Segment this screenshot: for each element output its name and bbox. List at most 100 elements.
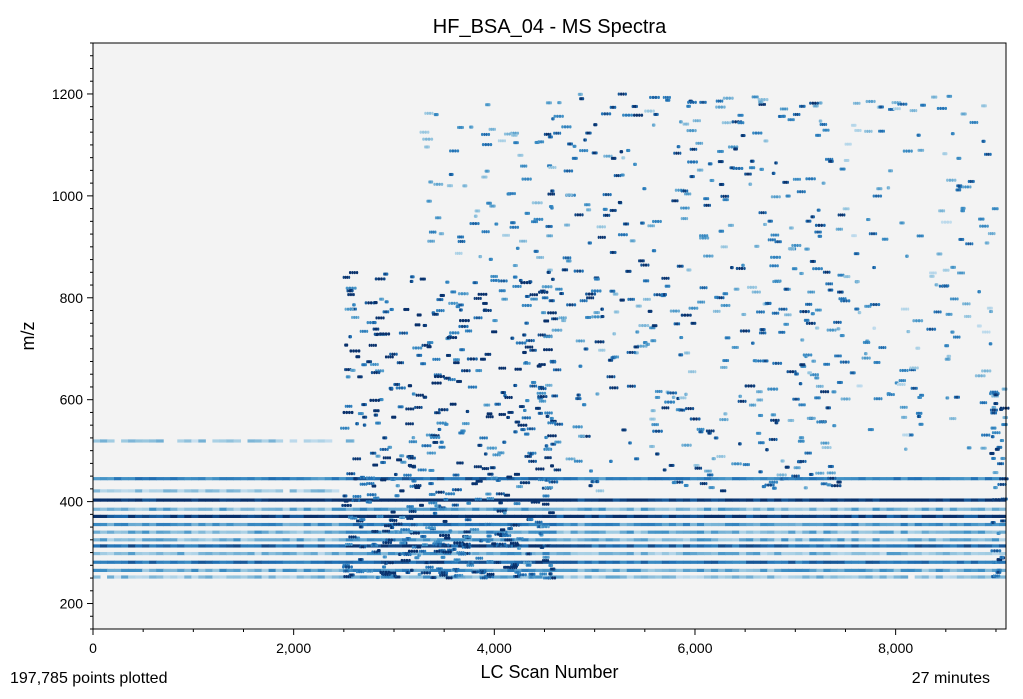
peak-point xyxy=(542,394,545,399)
band-segment xyxy=(858,538,867,542)
peak-point xyxy=(533,297,536,301)
peak-point xyxy=(799,439,802,443)
peak-point xyxy=(519,573,522,577)
peak-point xyxy=(469,357,473,361)
band-segment xyxy=(963,498,972,502)
peak-point xyxy=(678,322,681,326)
band-segment xyxy=(191,551,199,556)
peak-point xyxy=(695,141,698,145)
band-segment xyxy=(654,551,663,556)
peak-point xyxy=(811,290,814,294)
peak-point xyxy=(613,375,616,379)
band-segment xyxy=(977,538,986,542)
band-segment xyxy=(437,575,445,579)
peak-point xyxy=(456,569,459,573)
band-segment xyxy=(114,538,122,542)
peak-point xyxy=(544,383,547,387)
band-segment xyxy=(767,560,775,564)
peak-point xyxy=(350,472,354,476)
band-segment xyxy=(746,530,754,534)
peak-point xyxy=(441,421,445,425)
peak-point xyxy=(673,199,676,203)
band-segment xyxy=(668,568,677,572)
band-segment xyxy=(907,514,916,518)
peak-point xyxy=(586,131,589,135)
peak-point xyxy=(697,417,701,421)
band-segment xyxy=(437,560,445,564)
band-segment xyxy=(254,522,263,527)
peak-point xyxy=(541,411,544,415)
peak-point xyxy=(522,423,525,427)
band-segment xyxy=(928,498,937,502)
band-segment xyxy=(774,507,782,511)
band-segment xyxy=(317,522,326,527)
peak-point xyxy=(807,353,810,357)
peak-point xyxy=(516,563,520,567)
peak-point xyxy=(366,569,369,573)
band-segment xyxy=(177,530,185,534)
peak-point xyxy=(467,421,470,426)
peak-point xyxy=(524,350,527,355)
band-segment xyxy=(816,530,824,534)
band-segment xyxy=(121,538,129,542)
peak-point xyxy=(655,324,658,328)
band-segment xyxy=(865,530,874,534)
band-segment xyxy=(282,507,291,511)
band-segment xyxy=(984,507,993,511)
band-segment xyxy=(682,498,691,502)
band-segment xyxy=(816,538,824,542)
peak-point xyxy=(386,529,389,533)
peak-point xyxy=(554,359,557,363)
band-segment xyxy=(177,560,185,564)
peak-point xyxy=(547,311,550,315)
band-segment xyxy=(844,538,852,542)
band-segment xyxy=(198,507,206,511)
peak-point xyxy=(353,472,356,476)
band-segment xyxy=(556,522,565,527)
band-segment xyxy=(598,514,607,518)
peak-point xyxy=(831,159,834,163)
peak-point xyxy=(527,294,530,299)
band-segment xyxy=(205,544,213,548)
band-segment xyxy=(289,477,298,481)
band-segment xyxy=(675,575,684,579)
peak-point xyxy=(594,310,597,315)
peak-point xyxy=(798,104,801,108)
band-segment xyxy=(718,522,726,527)
band-segment xyxy=(521,551,529,556)
band-segment xyxy=(156,522,164,527)
peak-point xyxy=(543,391,547,395)
peak-point xyxy=(382,529,385,533)
band-segment xyxy=(198,522,206,527)
peak-point xyxy=(424,468,427,472)
band-segment xyxy=(437,522,445,527)
peak-point xyxy=(713,457,716,461)
peak-point xyxy=(393,510,396,514)
band-segment xyxy=(542,507,550,511)
band-segment xyxy=(191,507,199,511)
peak-point xyxy=(341,503,344,508)
band-segment xyxy=(247,522,256,527)
band-segment xyxy=(711,560,719,564)
peak-point xyxy=(353,286,357,290)
peak-point xyxy=(839,227,842,231)
band-segment xyxy=(893,507,902,511)
band-segment xyxy=(753,551,761,556)
peak-point xyxy=(498,402,501,406)
peak-point xyxy=(550,485,554,490)
band-segment xyxy=(795,498,803,502)
peak-point xyxy=(464,329,467,333)
band-segment xyxy=(479,551,487,556)
peak-point xyxy=(831,282,834,286)
peak-point xyxy=(679,151,682,155)
peak-point xyxy=(501,542,504,546)
peak-point xyxy=(414,545,417,549)
peak-point xyxy=(459,379,462,384)
peak-point xyxy=(694,370,697,374)
peak-point xyxy=(667,276,670,280)
band-segment xyxy=(767,507,775,511)
peak-point xyxy=(597,489,600,493)
peak-point xyxy=(762,102,765,107)
peak-point xyxy=(494,542,497,546)
peak-point xyxy=(826,445,830,450)
